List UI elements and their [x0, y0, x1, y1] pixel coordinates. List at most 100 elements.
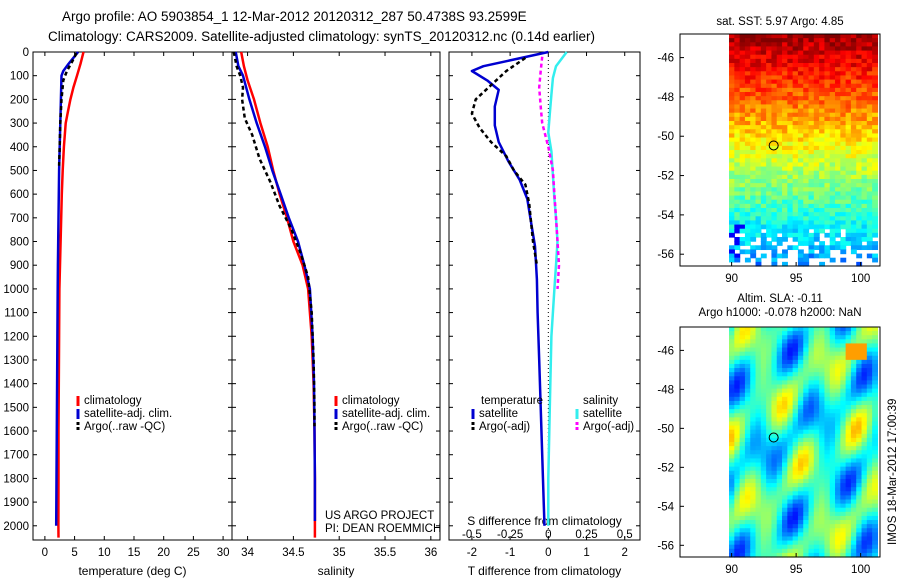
sla-map-cell [813, 376, 820, 381]
sla-map-cell [872, 363, 879, 369]
sst-map-cell [824, 104, 831, 110]
sla-map-cell [824, 499, 831, 505]
sst-map-cell [771, 245, 778, 251]
sla-map-cell [845, 429, 852, 435]
sst-map-cell [760, 112, 767, 118]
sla-map-cell [803, 470, 810, 476]
sla-map-cell [866, 515, 873, 521]
sst-map-cell [845, 150, 852, 155]
sla-map-xtick-label: 100 [851, 564, 870, 576]
sst-map-cell [776, 183, 783, 188]
sst-map-cell [835, 208, 841, 213]
sst-map-cell [856, 179, 863, 184]
sst-map-cell [819, 137, 826, 143]
sst-map-cell [861, 237, 868, 242]
sst-map-cell [792, 237, 799, 242]
sst-map-cell [744, 125, 751, 130]
sst-map-cell [829, 83, 836, 89]
sla-map-cell [829, 454, 836, 460]
sst-map-cell [750, 34, 757, 39]
sla-map-cell [750, 327, 757, 332]
sst-map-cell [750, 54, 757, 60]
sla-map-cell [819, 409, 826, 414]
sst-map-cell [760, 162, 767, 168]
sst-map-cell [744, 187, 751, 193]
sla-map-cell [771, 372, 778, 377]
sst-map-cell [755, 50, 762, 56]
sst-map-cell [766, 71, 773, 77]
sst-map-cell [845, 154, 852, 159]
sla-map-cell [792, 462, 799, 468]
sla-map-cell [739, 503, 746, 509]
sst-map-cell [808, 63, 815, 68]
sst-map-cell [861, 129, 868, 135]
sla-map-cell [744, 544, 751, 550]
sst-map-cell [760, 208, 767, 213]
sla-map-cell [840, 495, 847, 501]
sst-map-cell [845, 34, 852, 39]
sst-map-cell [739, 121, 746, 126]
sla-map-cell [787, 495, 794, 501]
sst-map-cell [797, 42, 804, 48]
sla-map-cell [829, 478, 836, 484]
sla-map-cell [850, 470, 857, 476]
sst-map-cell [813, 133, 820, 139]
sst-map-cell [734, 116, 741, 122]
sst-map-cell [819, 158, 826, 164]
sla-map-cell [845, 413, 852, 418]
sla-map-cell [829, 499, 836, 505]
sst-map-cell [729, 87, 735, 93]
sst-map-cell [797, 129, 804, 135]
sla-map-cell [840, 425, 847, 431]
sla-map-cell [813, 347, 820, 353]
sla-map-cell [835, 376, 841, 381]
sst-map-cell [808, 137, 815, 143]
sst-map-cell [787, 191, 794, 197]
sla-map-cell [734, 347, 741, 353]
sla-map-cell [824, 413, 831, 418]
sst-map-cell [840, 116, 847, 122]
sla-map-cell [792, 421, 799, 427]
sla-map-cell [845, 474, 852, 480]
sla-map-cell [739, 363, 746, 369]
sst-map-cell [856, 199, 863, 205]
sla-map-cell [739, 372, 746, 377]
sla-map-cell [787, 491, 794, 496]
sst-map-cell [824, 224, 831, 230]
sst-map-cell [750, 208, 757, 213]
sla-map-cell [787, 409, 794, 414]
sla-map-cell [787, 359, 794, 365]
sst-map-cell [760, 54, 767, 60]
sst-map-cell [739, 133, 746, 139]
sst-map-cell [787, 92, 794, 97]
sst-map-cell [787, 129, 794, 135]
sla-map-cell [771, 388, 778, 394]
sla-map-cell [840, 462, 847, 468]
sst-map-cell [776, 104, 783, 110]
sst-map-cell [850, 154, 857, 159]
sla-map-cell [750, 363, 757, 369]
sla-map-cell [813, 335, 820, 340]
sla-map-cell [850, 380, 857, 386]
sla-map-cell [840, 433, 847, 439]
sla-map-cell [729, 536, 735, 542]
sla-map-cell [797, 446, 804, 451]
sst-map-cell [760, 216, 767, 222]
sla-map-cell [824, 380, 831, 386]
sla-map-cell [755, 515, 762, 521]
sla-map-cell [782, 351, 788, 357]
sst-map-cell [845, 42, 852, 48]
sla-map-cell [734, 437, 741, 443]
sst-map-cell [734, 187, 741, 193]
sst-map-cell [766, 199, 773, 205]
sla-map-cell [835, 528, 841, 533]
sla-map-cell [824, 433, 831, 439]
sla-map-cell [734, 544, 741, 550]
sla-map-cell [835, 470, 841, 476]
sst-map-cell [729, 174, 735, 180]
sla-map-cell [829, 372, 836, 377]
sla-map-cell [840, 327, 847, 332]
sla-map-cell [872, 532, 879, 538]
sst-map-cell [750, 42, 757, 48]
